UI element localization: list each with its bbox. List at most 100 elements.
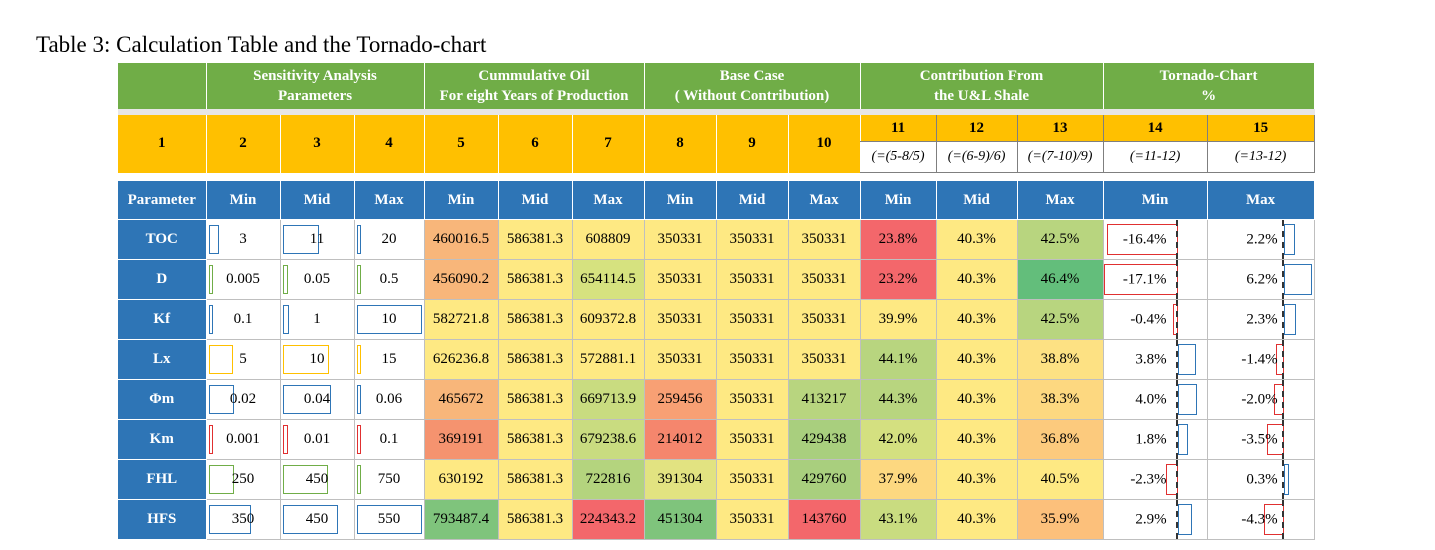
table-cell: 38.3% (1016, 379, 1104, 420)
column-formula: (=13-12) (1207, 141, 1315, 173)
table-cell: -2.3% (1102, 459, 1208, 500)
table-cell: 608809 (571, 219, 645, 260)
group-header: Tornado-Chart% (1103, 63, 1315, 115)
cell-value: 0.1 (233, 311, 253, 327)
cell-value: 0.5 (379, 271, 399, 287)
cell-value: 350331 (801, 231, 847, 247)
table-row: Kf 0.1 1 10 582721.8 586381.3 609372.8 350331 35… (118, 299, 1315, 340)
parameter-name: Lx (118, 339, 207, 380)
cell-value: 43.1% (878, 511, 918, 527)
table-cell: 23.8% (859, 219, 937, 260)
table-cell: 550 (353, 499, 425, 540)
tornado-axis (1281, 380, 1284, 419)
table-cell: 450 (279, 459, 355, 500)
cell-value: -1.4% (1241, 351, 1278, 367)
cell-value: 20 (381, 231, 397, 247)
table-cell: 750 (353, 459, 425, 500)
tornado-bar (1177, 344, 1196, 375)
cell-value: 0.01 (303, 431, 331, 447)
table-cell: 350331 (715, 219, 789, 260)
group-header-line2: For eight Years of Production (439, 88, 629, 104)
column-header: Max (1207, 181, 1315, 220)
column-number: 1 (118, 112, 207, 173)
table-caption: Table 3: Calculation Table and the Torna… (36, 32, 487, 57)
cell-value: 429438 (801, 431, 847, 447)
cell-value: 582721.8 (432, 311, 490, 327)
table-cell: 42.5% (1016, 219, 1104, 260)
tornado-bar (1283, 304, 1296, 335)
group-header (118, 63, 207, 115)
cell-value: 40.5% (1040, 471, 1080, 487)
table-cell: 456090.2 (423, 259, 499, 300)
cell-value: 1.8% (1135, 431, 1167, 447)
group-header: Base Case ( Without Contribution) (644, 63, 861, 115)
cell-value: 44.1% (878, 351, 918, 367)
cell-value: 350331 (657, 231, 703, 247)
cell-value: 654114.5 (580, 271, 636, 287)
column-header: Mid (936, 181, 1018, 220)
table-cell: 44.3% (859, 379, 937, 420)
group-header-line1: Sensitivity Analysis (253, 68, 377, 84)
cell-value: 10 (381, 311, 397, 327)
parameter-name: Km (118, 419, 207, 460)
cell-value: 586381.3 (506, 271, 564, 287)
cell-value: 669713.9 (579, 391, 637, 407)
table-cell: 2.2% (1206, 219, 1315, 260)
table-cell: 586381.3 (497, 499, 573, 540)
parameter-name: Φm (118, 379, 207, 420)
data-bar (282, 225, 319, 254)
column-header: Min (206, 181, 281, 220)
calculation-table: Sensitivity Analysis Parameters Cummulativ… (118, 63, 1315, 540)
cell-value: 350331 (729, 431, 775, 447)
formula-row: (=(5-8/5) (=(6-9)/6) (=(7-10)/9) (=11-12) (=… (118, 141, 1315, 173)
table-cell: 40.3% (935, 219, 1018, 260)
cell-value: 429760 (801, 471, 847, 487)
cell-value: 35.9% (1040, 511, 1080, 527)
cell-value: 224343.2 (579, 511, 637, 527)
cell-value: 350331 (801, 351, 847, 367)
table-cell: 429760 (787, 459, 861, 500)
cell-value: 0.005 (226, 271, 260, 287)
spacer-row (118, 172, 1315, 181)
table-cell: 350331 (715, 499, 789, 540)
table-cell: 38.8% (1016, 339, 1104, 380)
data-bar (282, 265, 288, 294)
data-bar (282, 345, 329, 374)
tornado-axis (1175, 460, 1178, 499)
tornado-axis (1175, 220, 1178, 259)
column-number: 13 (1017, 112, 1104, 142)
table-cell: 11 (279, 219, 355, 260)
cell-value: -4.3% (1241, 511, 1278, 527)
table-cell: 40.3% (935, 499, 1018, 540)
cell-value: 350331 (729, 351, 775, 367)
table-cell: 2.3% (1206, 299, 1315, 340)
column-header: Min (644, 181, 717, 220)
column-number: 10 (788, 112, 861, 173)
cell-value: 40.3% (957, 311, 996, 327)
table-cell: 391304 (643, 459, 717, 500)
table-cell: 350331 (715, 259, 789, 300)
table-cell: 350331 (643, 219, 717, 260)
data-bar (282, 385, 331, 414)
tornado-axis (1175, 420, 1178, 459)
cell-value: 6.2% (1246, 271, 1278, 287)
cell-value: 36.8% (1040, 431, 1080, 447)
data-bar (208, 465, 234, 494)
parameter-name: FHL (118, 459, 207, 500)
cell-value: 39.9% (878, 311, 918, 327)
group-header-line2: Parameters (277, 88, 353, 104)
data-bar (208, 345, 233, 374)
column-number: 6 (498, 112, 573, 173)
group-header-line1: Tornado-Chart (1159, 68, 1258, 84)
table-cell: 0.02 (205, 379, 281, 420)
cell-value: 0.1 (379, 431, 399, 447)
cell-value: 679238.6 (579, 431, 637, 447)
table-cell: 40.3% (935, 419, 1018, 460)
cell-value: 413217 (801, 391, 847, 407)
cell-value: -0.4% (1130, 311, 1167, 327)
cell-value: 350331 (657, 311, 703, 327)
cell-value: 0.06 (375, 391, 403, 407)
column-number: 5 (424, 112, 499, 173)
cell-value: 15 (381, 351, 397, 367)
cell-value: 40.3% (957, 511, 996, 527)
